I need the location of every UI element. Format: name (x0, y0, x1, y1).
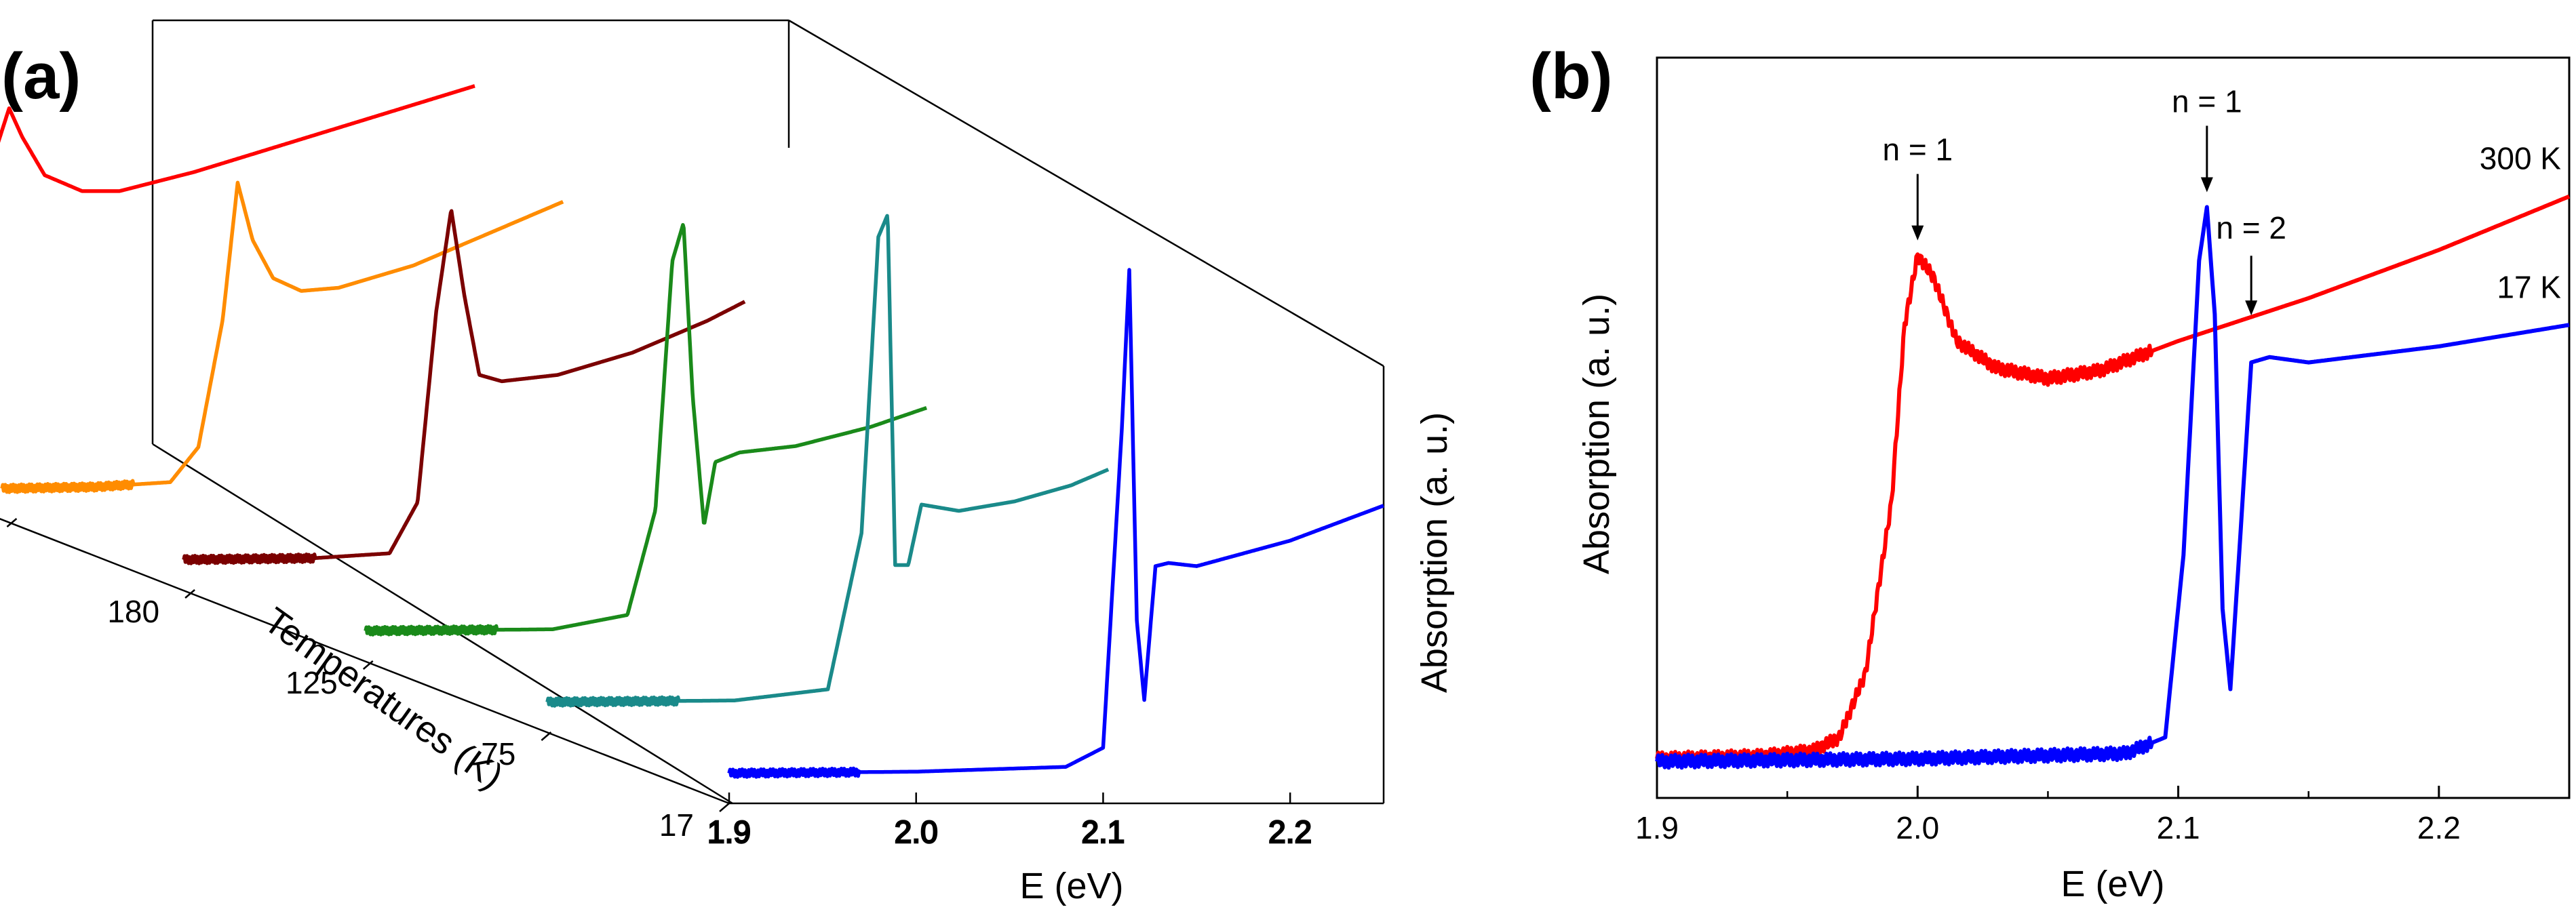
series-line-17K (1655, 205, 2571, 770)
x-tick-label: 2.1 (2157, 810, 2200, 845)
panel-a-x-axis-label: E (eV) (1019, 866, 1123, 906)
panel-b-annotations: n = 1 n = 1 n = 2 300 K 17 K (1882, 84, 2561, 316)
panel-b: (b) 1.9 2.0 2.1 2.2 n = 1 n = 1 n = 2 300 K 17 … (1529, 40, 2571, 904)
temperature-tick-label: 17 (659, 807, 694, 843)
annotation-arrow-head (2200, 177, 2213, 193)
x-tick-label: 2.2 (1268, 814, 1312, 849)
frame-edge (0, 518, 730, 805)
panel-a-label: (a) (1, 40, 81, 113)
panel-b-series (1655, 194, 2571, 770)
temperature-tick (719, 803, 730, 812)
temperature-tick (541, 731, 552, 741)
panel-a-depth-axis: 3002401801257517 (6, 518, 730, 843)
series-line-240K (0, 180, 564, 494)
temperature-tick-label: 125 (286, 665, 338, 700)
temperature-tick-label: 180 (107, 594, 159, 629)
panel-a-series (0, 84, 1385, 779)
series-label: 17 K (2497, 269, 2561, 304)
series-line-300K (0, 84, 476, 193)
temperature-tick (362, 660, 374, 670)
x-tick-label: 2.1 (1081, 814, 1125, 849)
x-tick-label: 2.2 (2417, 810, 2461, 845)
series-line-125K (364, 222, 928, 637)
panel-b-label: (b) (1529, 40, 1613, 113)
panel-b-plot-frame (1656, 56, 2571, 799)
peak-annotation: n = 2 (2216, 210, 2286, 245)
x-tick-label: 2.0 (1896, 810, 1939, 845)
temperature-tick (184, 589, 195, 599)
series-label: 300 K (2480, 141, 2562, 176)
x-tick-label: 1.9 (707, 814, 751, 849)
series-line-17K (727, 268, 1385, 779)
x-tick-label: 1.9 (1635, 810, 1679, 845)
annotation-arrow-head (2245, 300, 2258, 316)
frame-edge (788, 19, 1384, 367)
temperature-tick-label: 75 (481, 736, 515, 771)
peak-annotation: n = 1 (2172, 84, 2242, 119)
panel-b-x-axis-label: E (eV) (2061, 864, 2164, 904)
panel-a-absorption-axis-label: Absorption (a. u.) (1414, 412, 1455, 693)
x-tick-label: 2.0 (895, 814, 938, 849)
temperature-tick (6, 518, 18, 527)
peak-annotation: n = 1 (1882, 132, 1953, 167)
panel-a-3d-frame: 1.9 2.0 2.1 2.2 (0, 19, 1385, 850)
frame-edge (152, 443, 733, 805)
panel-b-x-axis: 1.9 2.0 2.1 2.2 (1635, 786, 2461, 845)
series-line-180K (182, 209, 746, 565)
annotation-arrow-head (1911, 225, 1924, 241)
panel-a: (a) 1.92.02.12.2 3002401801257517 E (eV)… (0, 19, 1455, 906)
panel-b-y-axis-label: Absorption (a. u.) (1576, 294, 1617, 574)
series-line-300K (1655, 194, 2571, 767)
series-line-75K (545, 214, 1110, 708)
